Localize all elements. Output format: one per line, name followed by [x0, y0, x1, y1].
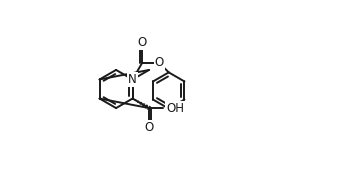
Text: OH: OH: [166, 102, 184, 115]
Text: N: N: [128, 73, 137, 86]
Text: O: O: [144, 121, 154, 134]
Text: O: O: [137, 36, 147, 49]
Text: O: O: [155, 56, 164, 69]
